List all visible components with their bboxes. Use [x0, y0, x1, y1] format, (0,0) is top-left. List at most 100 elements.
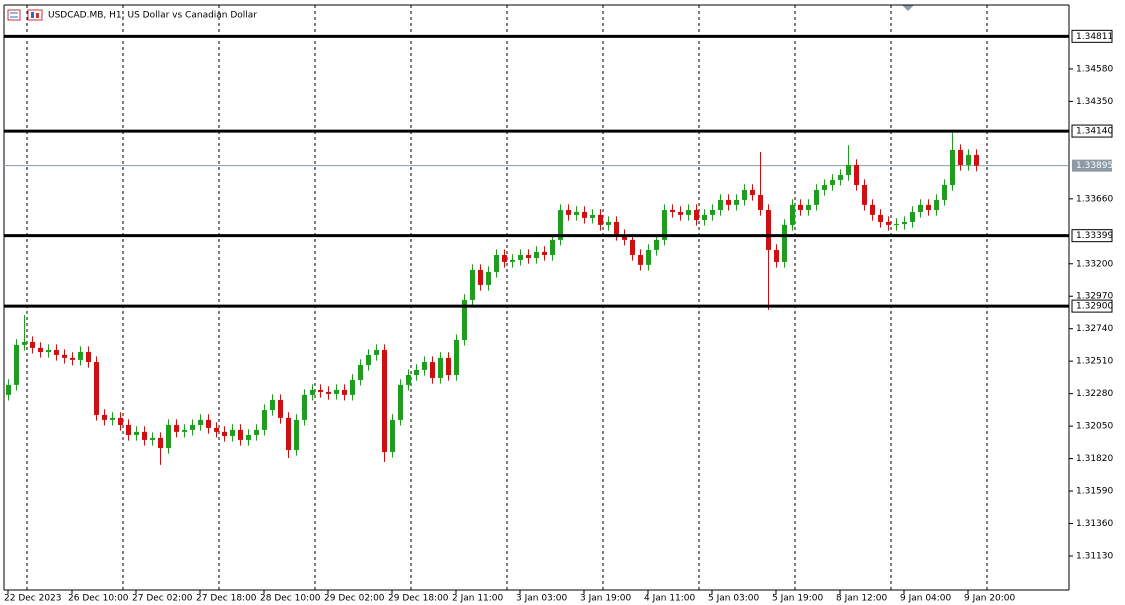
- x-tick-label: 27 Dec 02:00: [132, 594, 193, 604]
- candle-body: [566, 209, 571, 215]
- candle-body: [422, 362, 427, 370]
- candle-body: [798, 204, 803, 210]
- candle-body: [606, 221, 611, 225]
- scroll-marker: [902, 5, 914, 11]
- candle-body: [390, 419, 395, 452]
- candle-body: [806, 204, 811, 210]
- x-tick-label: 3 Jan 03:00: [516, 594, 568, 604]
- candle-body: [142, 431, 147, 440]
- y-tick-label: 1.32740: [1076, 324, 1113, 334]
- candle-body: [366, 354, 371, 365]
- candle-body: [950, 149, 955, 185]
- candle-body: [518, 255, 523, 260]
- candle-body: [550, 239, 555, 256]
- icon-part: [36, 13, 39, 18]
- level-label-box: [1071, 29, 1113, 43]
- candle-body: [102, 414, 107, 420]
- y-tick-label: 1.32280: [1076, 389, 1113, 399]
- candle-body: [750, 189, 755, 196]
- candle-body: [182, 429, 187, 432]
- icon[interactable]: [7, 9, 21, 21]
- candle-body: [830, 179, 835, 185]
- candle-body: [214, 427, 219, 432]
- level-label: 1.34811: [1076, 32, 1113, 42]
- candle-body: [38, 347, 43, 352]
- last-price-label: 1.33895: [1076, 161, 1113, 171]
- candle-body: [190, 424, 195, 430]
- candle-body: [774, 249, 779, 262]
- candle-body: [222, 431, 227, 436]
- candle-body: [326, 391, 331, 394]
- x-tick-label: 29 Dec 18:00: [388, 594, 449, 604]
- x-tick-label: 3 Jan 19:00: [580, 594, 632, 604]
- candle-body: [374, 350, 379, 355]
- x-tick-label: 8 Jan 12:00: [836, 594, 888, 604]
- candle-body: [870, 204, 875, 215]
- x-tick-label: 26 Dec 10:00: [68, 594, 129, 604]
- candle-body: [638, 255, 643, 265]
- candle-body: [110, 417, 115, 420]
- candle-body: [766, 209, 771, 250]
- candle-body: [118, 417, 123, 425]
- y-tick-label: 1.34350: [1076, 97, 1113, 107]
- level-label-box: [1071, 229, 1113, 243]
- candle-body: [902, 221, 907, 224]
- candle-body: [206, 419, 211, 428]
- candle-body: [158, 437, 163, 448]
- candle-body: [414, 369, 419, 376]
- candle-body: [278, 399, 283, 418]
- candle-body: [398, 384, 403, 420]
- candle-body: [446, 357, 451, 376]
- candle-body: [318, 389, 323, 392]
- candle-body: [814, 189, 819, 205]
- last-price-box: [1072, 159, 1112, 172]
- y-tick-label: 1.31360: [1076, 519, 1113, 529]
- candle-body: [54, 350, 59, 355]
- candle-body: [710, 209, 715, 215]
- x-tick-label: 9 Jan 20:00: [964, 594, 1016, 604]
- candle-body: [262, 410, 267, 430]
- candle-body: [574, 211, 579, 215]
- candle-body: [622, 234, 627, 240]
- candle-body: [662, 209, 667, 240]
- candle-body: [894, 223, 899, 225]
- candle-body: [382, 350, 387, 452]
- x-tick-label: 29 Dec 02:00: [324, 594, 385, 604]
- candle-body: [86, 351, 91, 363]
- candle-body: [238, 429, 243, 440]
- candle-body: [646, 249, 651, 265]
- x-tick-label: 2 Jan 11:00: [452, 594, 504, 604]
- candle-body: [878, 214, 883, 222]
- x-tick-label: 5 Jan 03:00: [708, 594, 760, 604]
- candle-body: [294, 419, 299, 450]
- candle-body: [854, 164, 859, 185]
- candle-body: [62, 354, 67, 358]
- candle-body: [838, 174, 843, 180]
- candle-body: [342, 389, 347, 395]
- candle-body: [22, 341, 27, 345]
- candle-body: [406, 375, 411, 385]
- candle-body: [78, 351, 83, 360]
- candle-body: [462, 299, 467, 340]
- symbol-icons: [7, 9, 43, 21]
- candle-body: [510, 259, 515, 262]
- candle-body: [526, 255, 531, 258]
- icon[interactable]: [27, 9, 43, 21]
- x-tick-label: 27 Dec 18:00: [196, 594, 257, 604]
- candle-body: [974, 154, 979, 166]
- candle-body: [46, 350, 51, 352]
- candle-body: [198, 419, 203, 425]
- candle-body: [150, 437, 155, 440]
- candle-body: [758, 195, 763, 210]
- candle-body: [822, 184, 827, 190]
- candle-body: [430, 362, 435, 378]
- level-label-box: [1071, 124, 1113, 138]
- candle-body: [494, 255, 499, 272]
- chart-title: USDCAD.MB, H1: US Dollar vs Canadian Dol…: [48, 11, 257, 21]
- y-tick-label: 1.32050: [1076, 422, 1113, 432]
- y-tick-label: 1.31130: [1076, 551, 1113, 561]
- candle-body: [174, 424, 179, 432]
- candle-body: [846, 164, 851, 175]
- candle-body: [862, 184, 867, 205]
